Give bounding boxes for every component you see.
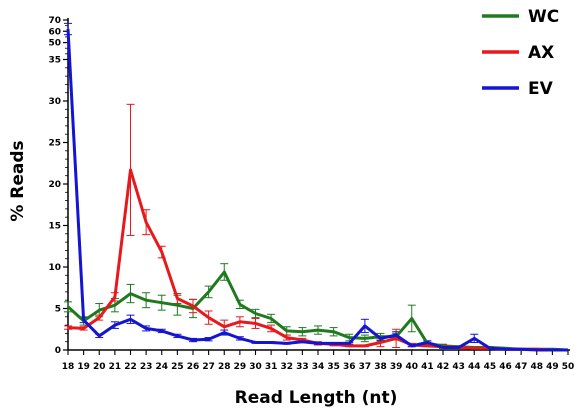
x-tick-label: 29 bbox=[234, 362, 247, 372]
axes bbox=[63, 18, 570, 355]
x-tick-label: 42 bbox=[437, 362, 450, 372]
x-tick-label: 23 bbox=[140, 362, 153, 372]
y-tick-label: 15 bbox=[48, 222, 61, 232]
legend-label-ev: EV bbox=[528, 79, 554, 99]
x-tick-label: 34 bbox=[312, 362, 325, 372]
x-tick-label: 37 bbox=[359, 362, 372, 372]
y-tick-label: 10 bbox=[48, 263, 61, 273]
x-tick-label: 50 bbox=[562, 362, 575, 372]
x-tick-label: 22 bbox=[124, 362, 137, 372]
x-axis-title: Read Length (nt) bbox=[235, 388, 398, 408]
error-bars bbox=[64, 22, 557, 351]
y-tick-label: 30 bbox=[48, 97, 61, 107]
y-tick-label: 60 bbox=[48, 27, 61, 37]
x-tick-label: 20 bbox=[93, 362, 106, 372]
legend-label-wc: WC bbox=[528, 7, 559, 27]
x-tick-label: 35 bbox=[327, 362, 340, 372]
x-tick-label: 48 bbox=[530, 362, 543, 372]
y-tick-label: 70 bbox=[48, 16, 61, 26]
x-tick-label: 49 bbox=[546, 362, 559, 372]
series-line-ev bbox=[66, 28, 568, 352]
x-tick-label: 39 bbox=[390, 362, 403, 372]
y-tick-label: 0 bbox=[55, 346, 61, 356]
x-tick-label: 44 bbox=[468, 362, 481, 372]
x-tick-label: 26 bbox=[187, 362, 200, 372]
y-axis-title: % Reads bbox=[8, 140, 28, 221]
x-tick-label: 38 bbox=[374, 362, 387, 372]
x-tick-label: 25 bbox=[171, 362, 184, 372]
x-tick-label: 46 bbox=[499, 362, 512, 372]
x-tick-label: 18 bbox=[62, 362, 75, 372]
legend-label-ax: AX bbox=[528, 43, 554, 63]
x-tick-label: 33 bbox=[296, 362, 309, 372]
y-tick-label: 50 bbox=[48, 39, 61, 49]
x-tick-label: 24 bbox=[155, 362, 168, 372]
x-tick-label: 28 bbox=[218, 362, 231, 372]
x-tick-label: 45 bbox=[484, 362, 497, 372]
y-tick-label: 20 bbox=[48, 180, 61, 190]
y-tick-label: 25 bbox=[48, 139, 61, 149]
x-tick-label: 40 bbox=[405, 362, 418, 372]
series-line-wc bbox=[66, 270, 569, 352]
y-tick-label: 35 bbox=[48, 56, 61, 66]
x-tick-label: 36 bbox=[343, 362, 356, 372]
x-tick-label: 32 bbox=[280, 362, 293, 372]
x-tick-label: 21 bbox=[109, 362, 122, 372]
x-tick-label: 43 bbox=[452, 362, 465, 372]
x-tick-label: 41 bbox=[421, 362, 434, 372]
x-tick-label: 19 bbox=[77, 362, 90, 372]
y-tick-label: 5 bbox=[55, 305, 61, 315]
x-tick-label: 47 bbox=[515, 362, 528, 372]
x-tick-label: 30 bbox=[249, 362, 262, 372]
legend: WC AX EV bbox=[482, 7, 559, 99]
series-lines bbox=[66, 28, 569, 352]
series-line-ax bbox=[67, 168, 568, 352]
x-tick-label: 27 bbox=[202, 362, 215, 372]
x-tick-label: 31 bbox=[265, 362, 278, 372]
